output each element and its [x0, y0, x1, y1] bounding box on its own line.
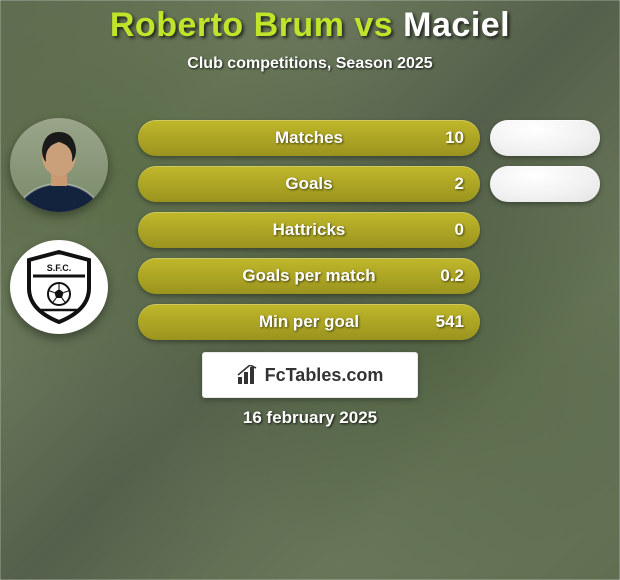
player-avatar: [10, 118, 108, 212]
stat-label: Matches: [275, 128, 343, 148]
player-a-name: Roberto Brum: [110, 6, 345, 44]
branding-banner[interactable]: FcTables.com: [202, 352, 418, 398]
vs-text: vs: [354, 6, 393, 44]
player-figure-icon: [14, 124, 104, 212]
stat-row: Hattricks 0: [138, 212, 600, 248]
stat-label: Goals: [285, 174, 332, 194]
content: Roberto Brum vs Maciel Club competitions…: [0, 0, 620, 580]
stat-row: Goals 2: [138, 166, 600, 202]
stat-pill-matches: Matches 10: [138, 120, 480, 156]
branding-text: FcTables.com: [265, 365, 384, 386]
stats-column: Matches 10 Goals 2 Hattricks 0 Goals per…: [138, 120, 600, 340]
stat-label: Hattricks: [273, 220, 346, 240]
page-title: Roberto Brum vs Maciel: [0, 6, 620, 45]
player-b-name: Maciel: [403, 6, 510, 44]
club-crest: S.F.C.: [10, 240, 108, 334]
stat-row: Goals per match 0.2: [138, 258, 600, 294]
comparison-pill: [490, 120, 600, 156]
stat-pill-goals-per-match: Goals per match 0.2: [138, 258, 480, 294]
stat-label: Min per goal: [259, 312, 359, 332]
stat-pill-hattricks: Hattricks 0: [138, 212, 480, 248]
subtitle: Club competitions, Season 2025: [0, 55, 620, 73]
stat-value: 0.2: [440, 266, 464, 286]
stat-value: 541: [436, 312, 464, 332]
stat-label: Goals per match: [242, 266, 375, 286]
crest-shield-icon: S.F.C.: [25, 250, 93, 324]
stat-row: Min per goal 541: [138, 304, 600, 340]
svg-text:S.F.C.: S.F.C.: [47, 263, 72, 273]
stat-value: 2: [455, 174, 464, 194]
comparison-pill: [490, 166, 600, 202]
stat-value: 10: [445, 128, 464, 148]
date-text: 16 february 2025: [243, 408, 377, 428]
stat-pill-min-per-goal: Min per goal 541: [138, 304, 480, 340]
stat-pill-goals: Goals 2: [138, 166, 480, 202]
avatar-column: S.F.C.: [10, 118, 108, 334]
stat-row: Matches 10: [138, 120, 600, 156]
stat-value: 0: [455, 220, 464, 240]
bar-chart-icon: [237, 365, 259, 385]
